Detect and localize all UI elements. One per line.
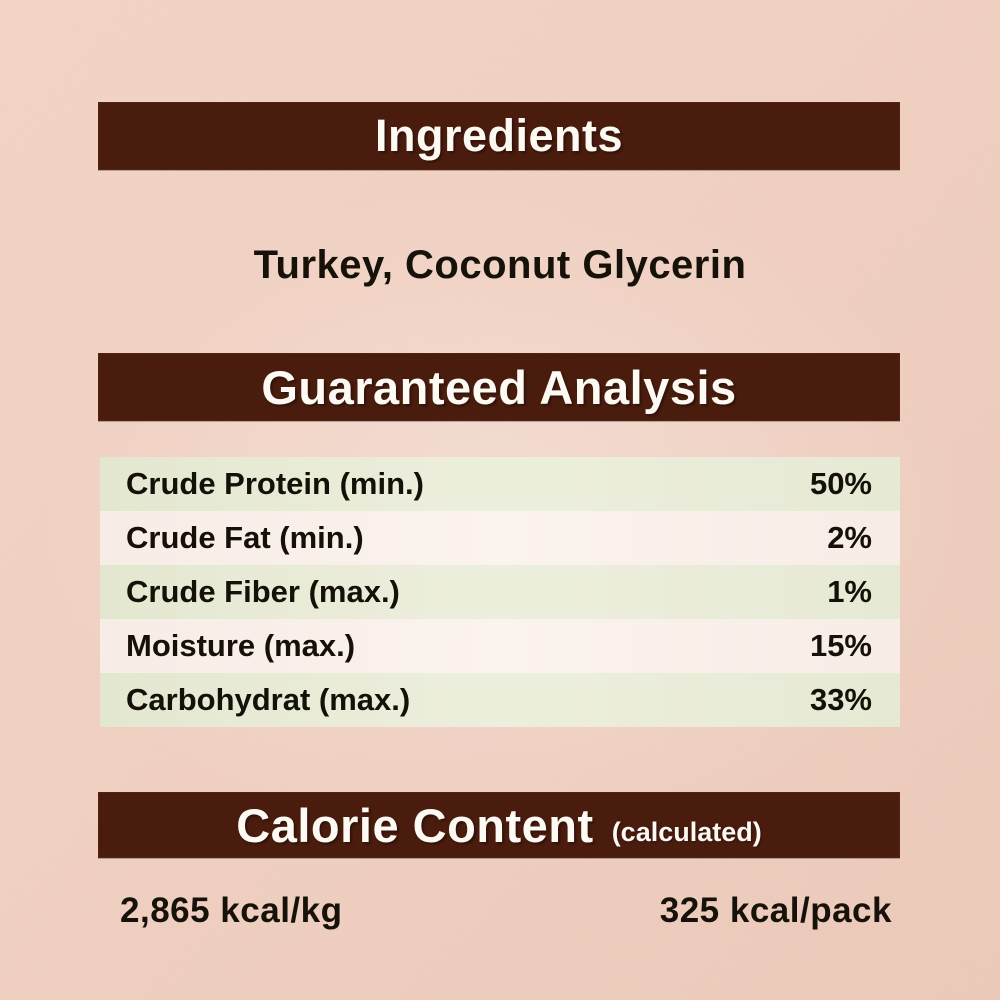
calorie-content-qualifier: (calculated)	[611, 817, 762, 847]
guaranteed-analysis-header-bar: Guaranteed Analysis	[98, 353, 900, 421]
table-row: Crude Fiber (max.) 1%	[100, 565, 900, 619]
ingredients-header-bar: Ingredients	[98, 102, 900, 170]
table-row: Moisture (max.) 15%	[100, 619, 900, 673]
calories-per-kg: 2,865 kcal/kg	[120, 891, 343, 930]
ingredient-list: Turkey, Coconut Glycerin	[253, 243, 747, 287]
ingredients-title: Ingredients	[374, 110, 624, 161]
nutrient-value: 15%	[809, 628, 872, 663]
nutrient-name: Moisture (max.)	[126, 628, 356, 663]
table-row: Crude Protein (min.) 50%	[100, 457, 900, 511]
nutrient-value: 1%	[827, 574, 872, 609]
nutrient-name: Carbohydrat (max.)	[126, 682, 411, 717]
calorie-content-title: Calorie Content	[236, 798, 594, 852]
table-row: Carbohydrat (max.) 33%	[100, 673, 900, 727]
guaranteed-analysis-title: Guaranteed Analysis	[261, 360, 737, 414]
nutrient-name: Crude Fiber (max.)	[126, 574, 400, 609]
nutrient-value: 50%	[809, 466, 872, 501]
calorie-content-header-bar: Calorie Content (calculated)	[98, 792, 900, 858]
nutrient-value: 2%	[827, 520, 872, 555]
nutrient-name: Crude Fat (min.)	[126, 520, 364, 555]
guaranteed-analysis-table: Crude Protein (min.) 50% Crude Fat (min.…	[100, 457, 900, 727]
calorie-values-row: 2,865 kcal/kg 325 kcal/pack	[0, 891, 1000, 931]
nutrient-name: Crude Protein (min.)	[126, 466, 424, 501]
table-row: Crude Fat (min.) 2%	[100, 511, 900, 565]
calories-per-pack: 325 kcal/pack	[659, 891, 892, 930]
nutrient-value: 33%	[809, 682, 872, 717]
